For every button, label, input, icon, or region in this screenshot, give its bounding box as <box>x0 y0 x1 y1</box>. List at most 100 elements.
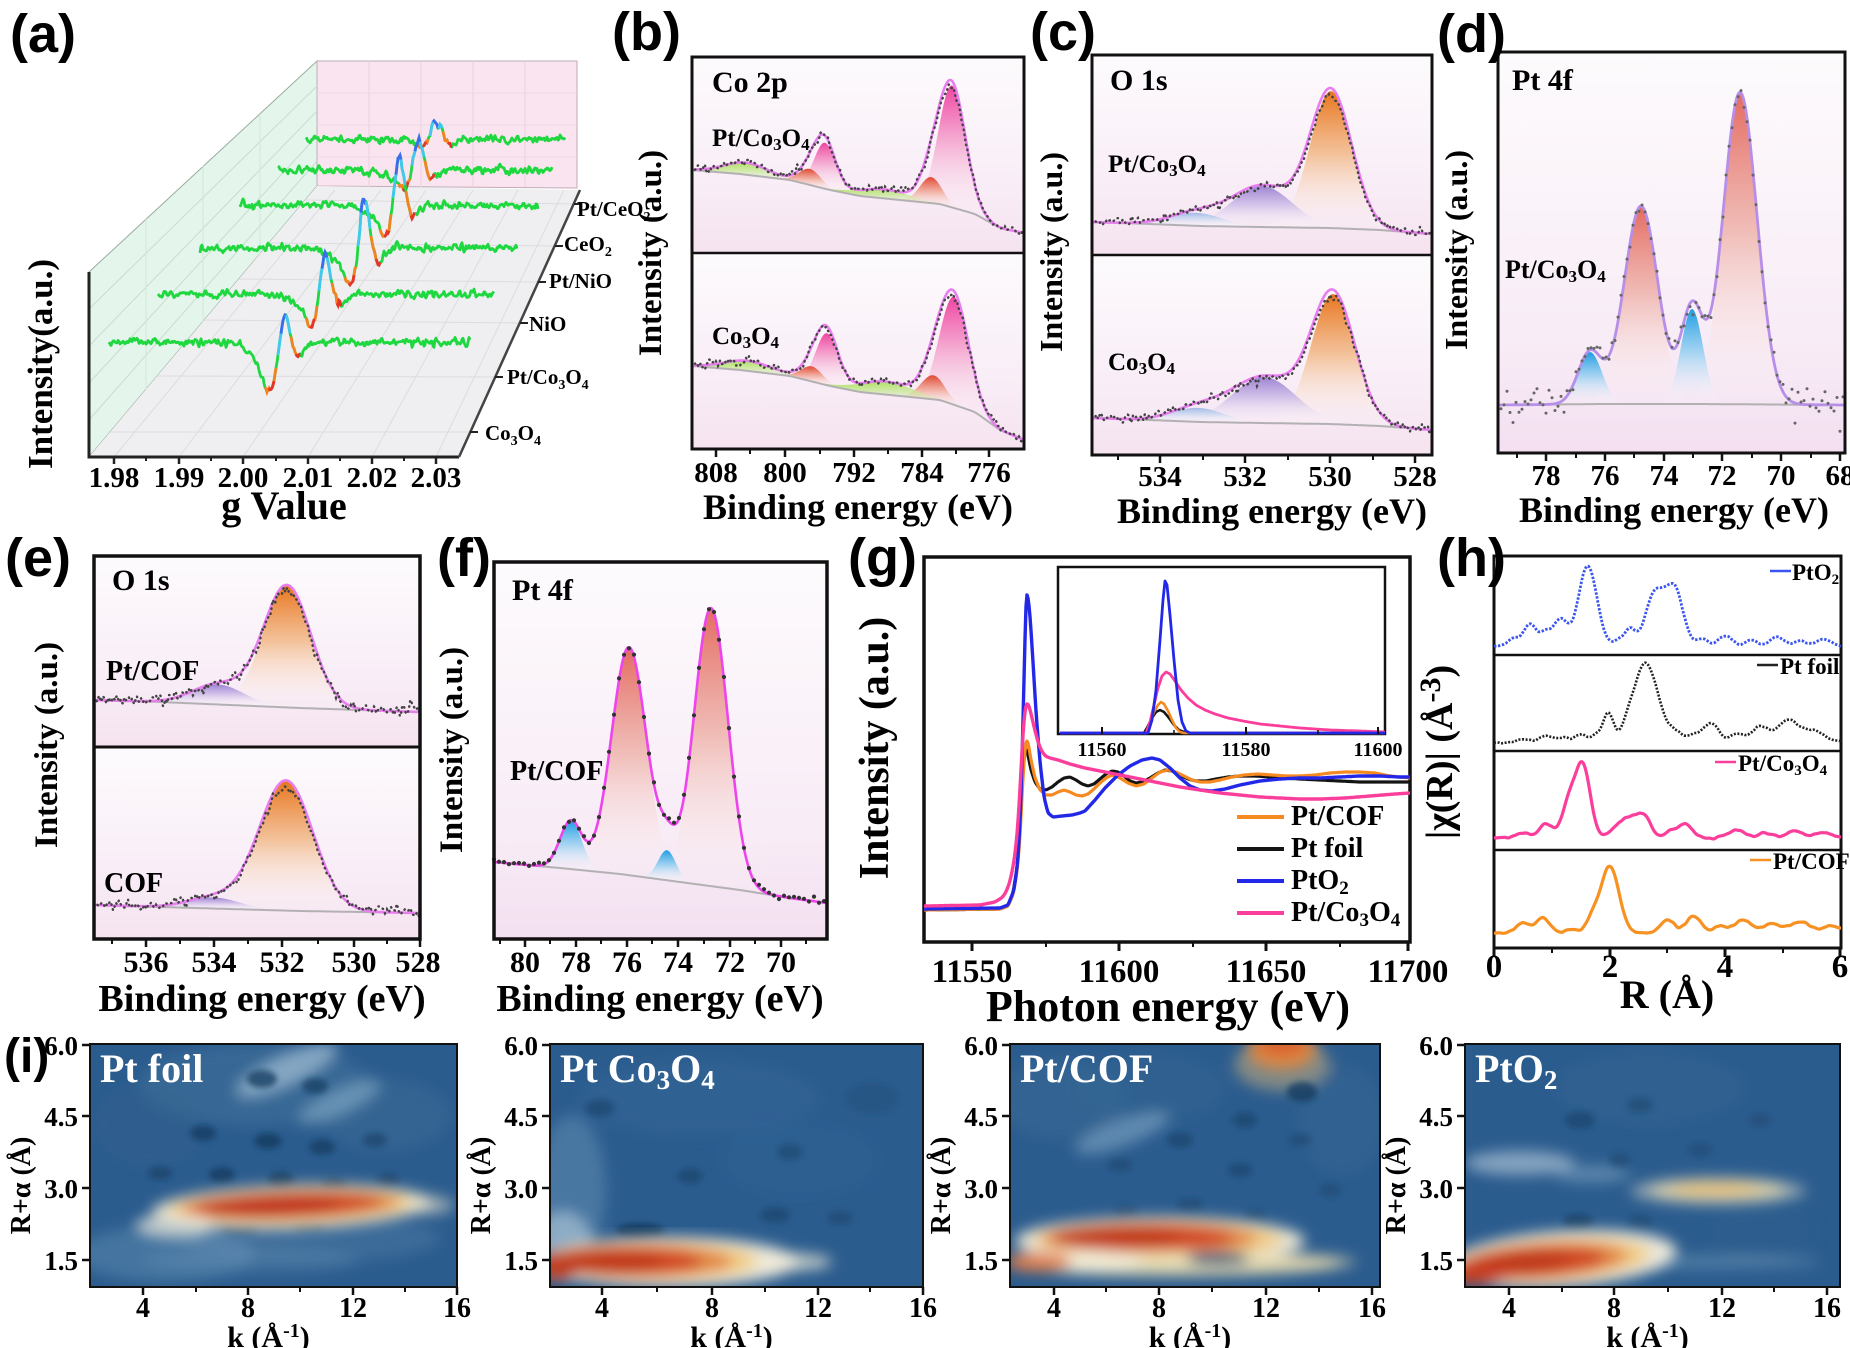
svg-text:16: 16 <box>909 1293 937 1324</box>
svg-text:11580: 11580 <box>1222 739 1271 761</box>
svg-text:72: 72 <box>715 946 745 979</box>
svg-text:11650: 11650 <box>1226 954 1307 990</box>
svg-text:Pt/NiO: Pt/NiO <box>549 269 612 293</box>
svg-text:2.03: 2.03 <box>411 462 462 494</box>
svg-text:70: 70 <box>766 946 796 979</box>
svg-text:Pt/Co3​O4​: Pt/Co3​O4​ <box>1505 255 1606 286</box>
svg-text:3.0: 3.0 <box>1419 1174 1453 1204</box>
svg-text:534: 534 <box>1138 461 1182 493</box>
svg-text:Binding energy (eV): Binding energy (eV) <box>98 978 425 1020</box>
svg-text:R+α (Å): R+α (Å) <box>926 1137 957 1235</box>
svg-text:Intensity (a.u.): Intensity (a.u.) <box>29 642 65 848</box>
svg-text:6.0: 6.0 <box>44 1031 78 1061</box>
svg-text:(e): (e) <box>5 528 71 588</box>
svg-text:PtO2​: PtO2​ <box>1475 1046 1557 1095</box>
svg-text:534: 534 <box>192 946 237 979</box>
svg-text:4: 4 <box>595 1293 609 1324</box>
svg-text:11560: 11560 <box>1078 739 1127 761</box>
svg-text:k (Å-1): k (Å-1) <box>1149 1320 1232 1348</box>
svg-text:78: 78 <box>561 946 591 979</box>
svg-text:Pt foil: Pt foil <box>1291 833 1364 864</box>
svg-text:Pt 4f: Pt 4f <box>1512 64 1574 97</box>
svg-text:Pt/COF: Pt/COF <box>510 756 603 787</box>
svg-text:k (Å-1): k (Å-1) <box>227 1320 310 1348</box>
svg-text:12: 12 <box>1252 1293 1280 1324</box>
svg-text:Intensity (a.u.): Intensity (a.u.) <box>1033 152 1069 352</box>
svg-text:16: 16 <box>1358 1293 1386 1324</box>
svg-text:Pt/Co3​O4​: Pt/Co3​O4​ <box>1738 751 1828 779</box>
svg-text:4.5: 4.5 <box>44 1102 78 1132</box>
svg-text:4.5: 4.5 <box>964 1102 998 1132</box>
svg-text:2.01: 2.01 <box>283 462 334 494</box>
svg-text:1.5: 1.5 <box>44 1246 78 1276</box>
svg-text:2.00: 2.00 <box>218 462 269 494</box>
svg-text:4.5: 4.5 <box>1419 1102 1453 1132</box>
svg-text:8: 8 <box>241 1293 255 1324</box>
svg-text:530: 530 <box>1308 461 1352 493</box>
svg-text:530: 530 <box>332 946 377 979</box>
svg-text:6.0: 6.0 <box>504 1031 538 1061</box>
svg-text:11700: 11700 <box>1368 954 1449 990</box>
svg-text:76: 76 <box>612 946 642 979</box>
svg-text:528: 528 <box>1393 461 1437 493</box>
svg-text:Binding energy (eV): Binding energy (eV) <box>1519 490 1829 530</box>
svg-text:8: 8 <box>1607 1293 1621 1324</box>
svg-text:808: 808 <box>694 457 738 489</box>
svg-text:O 1s: O 1s <box>1110 64 1168 97</box>
svg-text:1.99: 1.99 <box>154 462 205 494</box>
svg-text:Pt 4f: Pt 4f <box>512 574 574 607</box>
svg-text:784: 784 <box>900 457 944 489</box>
svg-text:PtO2​: PtO2​ <box>1792 560 1839 588</box>
svg-text:6: 6 <box>1832 949 1849 985</box>
svg-text:4: 4 <box>1717 949 1734 985</box>
svg-text:COF: COF <box>104 868 163 899</box>
svg-text:Co 2p: Co 2p <box>712 66 788 99</box>
svg-text:3.0: 3.0 <box>44 1174 78 1204</box>
svg-text:Pt/COF: Pt/COF <box>1773 849 1850 874</box>
svg-text:Binding energy (eV): Binding energy (eV) <box>496 978 823 1020</box>
svg-text:4: 4 <box>1047 1293 1061 1324</box>
svg-text:CeO2: CeO2 <box>564 232 612 260</box>
svg-text:2: 2 <box>1602 949 1619 985</box>
svg-text:Pt/Co3​O4​: Pt/Co3​O4​ <box>1108 151 1206 180</box>
svg-text:Pt/COF: Pt/COF <box>106 656 199 687</box>
svg-text:11600: 11600 <box>1079 954 1160 990</box>
svg-text:(i): (i) <box>4 1030 49 1083</box>
svg-text:0: 0 <box>1486 949 1503 985</box>
svg-text:792: 792 <box>832 457 876 489</box>
svg-text:70: 70 <box>1767 460 1796 492</box>
svg-text:O 1s: O 1s <box>112 564 170 597</box>
svg-text:12: 12 <box>804 1293 832 1324</box>
svg-text:Intensity (a.u.): Intensity (a.u.) <box>633 150 669 356</box>
svg-text:Photon energy (eV): Photon energy (eV) <box>986 982 1350 1031</box>
svg-text:776: 776 <box>967 457 1011 489</box>
svg-text:3.0: 3.0 <box>504 1174 538 1204</box>
svg-text:4.5: 4.5 <box>504 1102 538 1132</box>
svg-text:Pt/Co3​O4​: Pt/Co3​O4​ <box>712 125 810 154</box>
svg-text:12: 12 <box>1708 1293 1736 1324</box>
svg-text:6.0: 6.0 <box>964 1031 998 1061</box>
svg-text:Pt/COF: Pt/COF <box>1291 801 1384 832</box>
svg-text:78: 78 <box>1532 460 1561 492</box>
svg-text:1.5: 1.5 <box>504 1246 538 1276</box>
svg-text:11600: 11600 <box>1354 739 1403 761</box>
svg-text:72: 72 <box>1708 460 1737 492</box>
svg-text:68: 68 <box>1826 460 1850 492</box>
svg-text:16: 16 <box>443 1293 471 1324</box>
svg-text:Intensity (a.u.): Intensity (a.u.) <box>434 647 470 853</box>
svg-text:1.98: 1.98 <box>89 462 140 494</box>
svg-text:Pt/CeO2: Pt/CeO2 <box>577 197 650 225</box>
svg-text:1.5: 1.5 <box>964 1246 998 1276</box>
svg-text:532: 532 <box>1223 461 1267 493</box>
svg-text:Pt foil: Pt foil <box>1780 654 1839 679</box>
svg-text:(f): (f) <box>437 528 491 588</box>
svg-text:R (Å): R (Å) <box>1620 972 1714 1017</box>
svg-text:Intensity (a.u.): Intensity (a.u.) <box>1438 150 1474 350</box>
svg-text:3.0: 3.0 <box>964 1174 998 1204</box>
svg-text:532: 532 <box>260 946 305 979</box>
svg-text:2.02: 2.02 <box>347 462 398 494</box>
svg-text:Co3O4: Co3O4 <box>485 421 541 449</box>
svg-text:(a): (a) <box>10 4 76 64</box>
svg-text:(g): (g) <box>848 528 917 588</box>
svg-text:76: 76 <box>1591 460 1620 492</box>
